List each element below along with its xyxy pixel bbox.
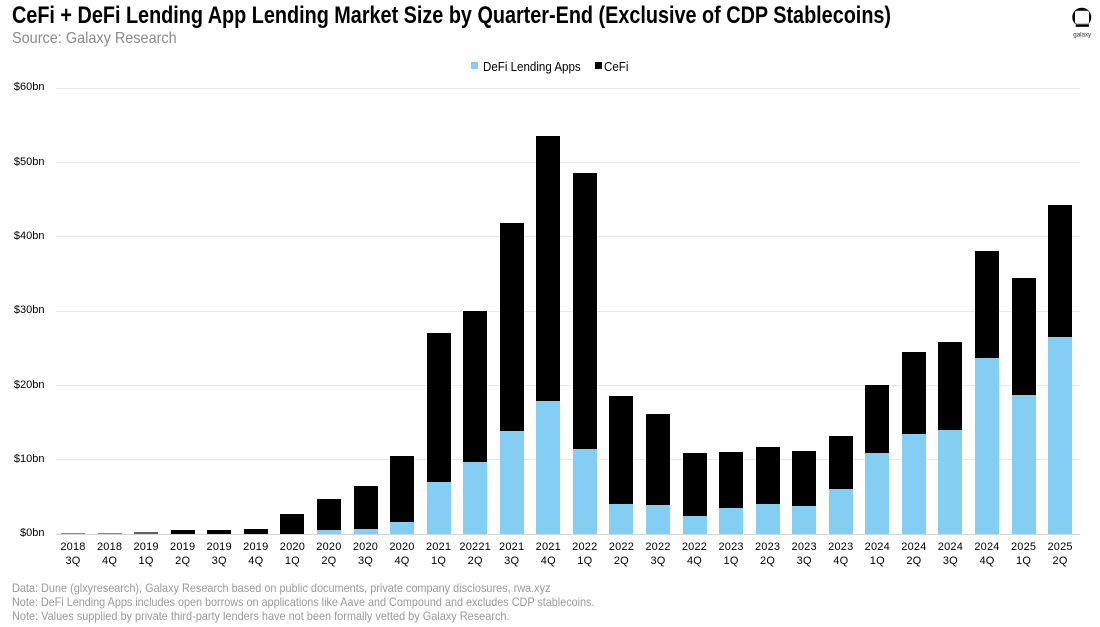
svg-text:galaxy: galaxy (1073, 31, 1092, 38)
